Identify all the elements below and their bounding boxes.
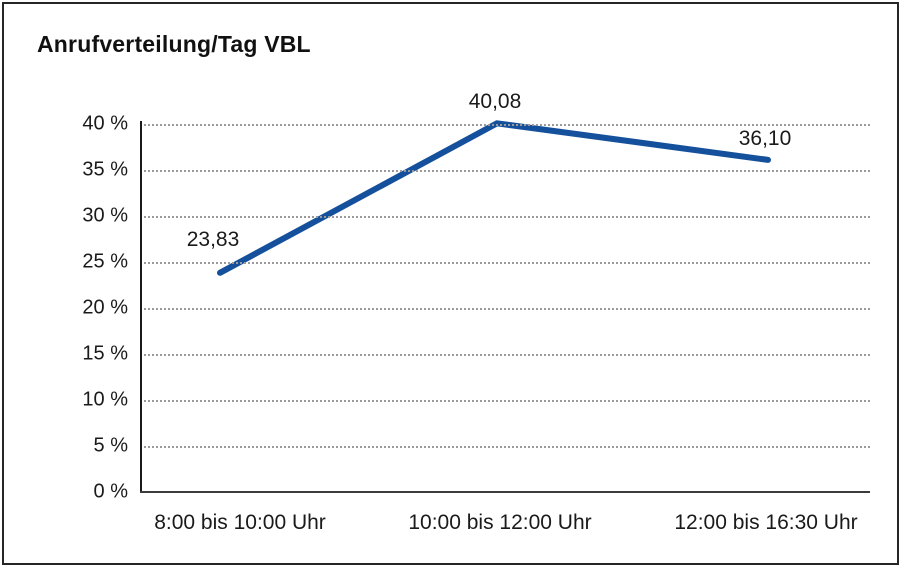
gridline: [140, 124, 870, 126]
y-axis-tick-label: 20 %: [82, 296, 128, 319]
y-axis-tick-label: 40 %: [82, 112, 128, 135]
gridline: [140, 446, 870, 448]
gridline: [140, 216, 870, 218]
x-axis-line: [140, 491, 870, 493]
y-axis-tick-label: 10 %: [82, 388, 128, 411]
chart-frame: [2, 2, 899, 565]
x-axis-category-label: 12:00 bis 16:30 Uhr: [674, 511, 858, 534]
y-axis-tick-label: 15 %: [82, 342, 128, 365]
gridline: [140, 400, 870, 402]
gridline: [140, 170, 870, 172]
y-axis-tick-label: 30 %: [82, 204, 128, 227]
gridline: [140, 354, 870, 356]
y-axis-line: [140, 121, 142, 493]
data-point-label: 40,08: [468, 90, 522, 114]
gridline: [140, 308, 870, 310]
y-axis-tick-label: 5 %: [93, 434, 128, 457]
data-point-label: 36,10: [738, 126, 792, 150]
y-axis-tick-label: 0 %: [93, 480, 128, 503]
y-axis-tick-label: 25 %: [82, 250, 128, 273]
chart-title: Anrufverteilung/Tag VBL: [37, 31, 311, 57]
x-axis-category-label: 10:00 bis 12:00 Uhr: [408, 511, 592, 534]
data-line: [217, 120, 771, 276]
y-axis-tick-label: 35 %: [82, 158, 128, 181]
data-point-label: 23,83: [186, 227, 240, 251]
gridline: [140, 262, 870, 264]
x-axis-category-label: 8:00 bis 10:00 Uhr: [154, 511, 326, 534]
